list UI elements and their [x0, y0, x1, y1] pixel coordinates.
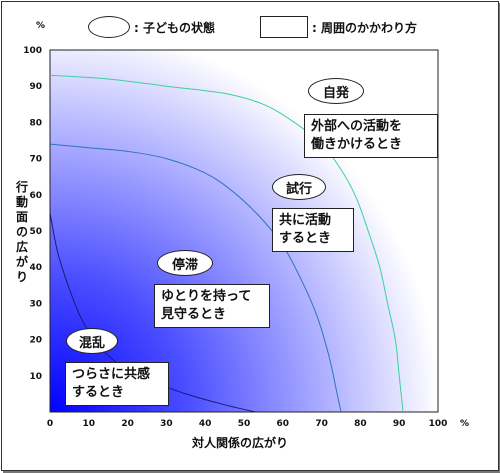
y-tick-label: 40 — [29, 263, 42, 273]
y-tick-label: 60 — [29, 191, 42, 201]
y-tick-label: 100 — [23, 46, 42, 56]
x-tick-label: 40 — [199, 419, 212, 429]
support-together: 共に活動 するとき — [272, 208, 354, 252]
y-tick-label: 20 — [29, 336, 42, 346]
boundary-curve-1 — [50, 212, 256, 412]
x-tick-label: 10 — [83, 419, 96, 429]
y-unit-label: % — [36, 21, 45, 31]
y-tick-label: 10 — [29, 372, 42, 382]
x-tick-label: 60 — [277, 419, 290, 429]
state-stagnation: 停滞 — [157, 250, 213, 276]
support-empathize-line1: つらさに共感 — [72, 367, 151, 382]
support-outreach: 外部への活動を 働きかけるとき — [304, 114, 438, 158]
legend-surroundings: : 周囲のかかわり方 — [260, 16, 417, 38]
y-tick-label: 90 — [29, 82, 42, 92]
x-axis-label: 対人関係の広がり — [192, 436, 289, 450]
x-tick-label: 70 — [315, 419, 328, 429]
x-tick-label: 20 — [121, 419, 134, 429]
legend-surroundings-text: : 周囲のかかわり方 — [312, 20, 417, 35]
x-tick-label: 100 — [429, 419, 448, 429]
state-voluntary: 自発 — [308, 78, 364, 104]
y-tick-label: 50 — [29, 227, 42, 237]
support-together-line2: するとき — [279, 231, 332, 246]
ellipse-legend-icon — [88, 16, 130, 38]
support-empathize-line2: するとき — [72, 385, 125, 400]
x-tick-label: 90 — [393, 419, 406, 429]
legend-child-state-text: : 子どもの状態 — [134, 20, 215, 35]
x-tick-label: 0 — [47, 419, 53, 429]
x-tick-label: 30 — [160, 419, 173, 429]
boundary-curve-2 — [50, 143, 342, 412]
boundary-curve-3 — [50, 74, 404, 412]
support-outreach-line1: 外部への活動を — [311, 119, 403, 134]
y-tick-label: 70 — [29, 155, 42, 165]
x-tick-label: 50 — [238, 419, 251, 429]
x-tick-label: 80 — [354, 419, 367, 429]
legend-child-state: : 子どもの状態 — [88, 16, 215, 38]
rectangle-legend-icon — [260, 16, 308, 38]
x-unit-label: % — [460, 419, 469, 429]
support-empathize: つらさに共感 するとき — [65, 362, 169, 406]
support-watch-line1: ゆとりを持って — [161, 289, 252, 304]
support-watch: ゆとりを持って 見守るとき — [154, 284, 270, 328]
support-outreach-line2: 働きかけるとき — [311, 137, 403, 152]
state-trial: 試行 — [272, 174, 326, 200]
y-tick-label: 80 — [29, 118, 42, 128]
state-confusion: 混乱 — [66, 328, 118, 354]
y-axis-label: 行動面の広がり — [15, 180, 28, 284]
plot-area — [49, 49, 439, 413]
y-tick-label: 30 — [29, 299, 42, 309]
support-together-line1: 共に活動 — [279, 213, 332, 228]
support-watch-line2: 見守るとき — [161, 307, 227, 322]
